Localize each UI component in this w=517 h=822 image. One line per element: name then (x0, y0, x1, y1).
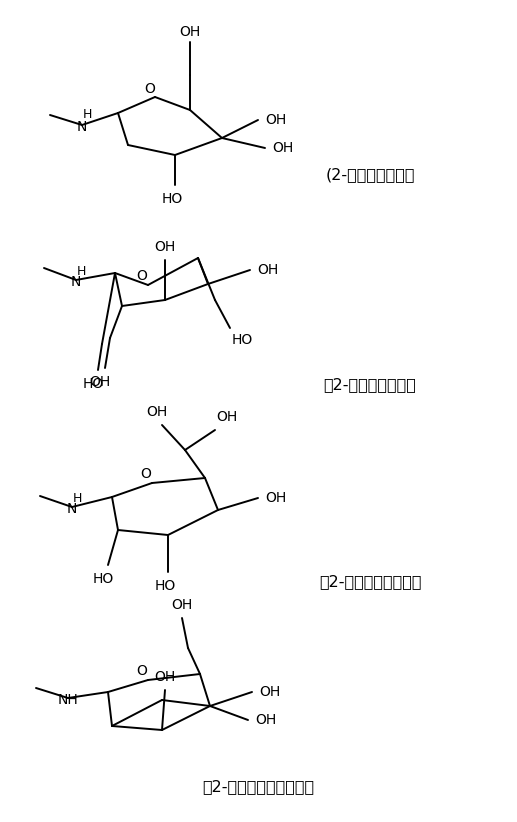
Text: HO: HO (93, 572, 114, 586)
Text: H: H (82, 109, 92, 122)
Text: OH: OH (171, 598, 193, 612)
Text: HO: HO (232, 333, 253, 347)
Text: HO: HO (161, 192, 183, 206)
Text: O: O (145, 82, 156, 96)
Text: OH: OH (217, 410, 238, 424)
Text: （2-氨基甘露糖残基）。: （2-氨基甘露糖残基）。 (202, 779, 314, 795)
Text: OH: OH (179, 25, 201, 39)
Text: NH: NH (57, 693, 79, 707)
Text: N: N (77, 120, 87, 134)
Text: （2-氨基果糖残基）: （2-氨基果糖残基） (324, 377, 416, 392)
Text: O: O (141, 467, 151, 481)
Text: H: H (77, 265, 86, 278)
Text: HO: HO (82, 377, 103, 391)
Text: N: N (67, 502, 77, 516)
Text: O: O (136, 269, 147, 283)
Text: OH: OH (89, 375, 111, 389)
Text: (2-氨基葡糖残基）: (2-氨基葡糖残基） (325, 168, 415, 182)
Text: OH: OH (155, 240, 176, 254)
Text: OH: OH (146, 405, 168, 419)
Text: （2-氨基半乳糖残基）: （2-氨基半乳糖残基） (319, 575, 421, 589)
Text: OH: OH (265, 113, 286, 127)
Text: N: N (71, 275, 81, 289)
Text: OH: OH (272, 141, 294, 155)
Text: OH: OH (260, 685, 281, 699)
Text: OH: OH (255, 713, 277, 727)
Text: H: H (72, 492, 82, 505)
Text: O: O (136, 664, 147, 678)
Text: HO: HO (155, 579, 176, 593)
Text: OH: OH (265, 491, 286, 505)
Text: OH: OH (257, 263, 279, 277)
Text: OH: OH (155, 670, 176, 684)
